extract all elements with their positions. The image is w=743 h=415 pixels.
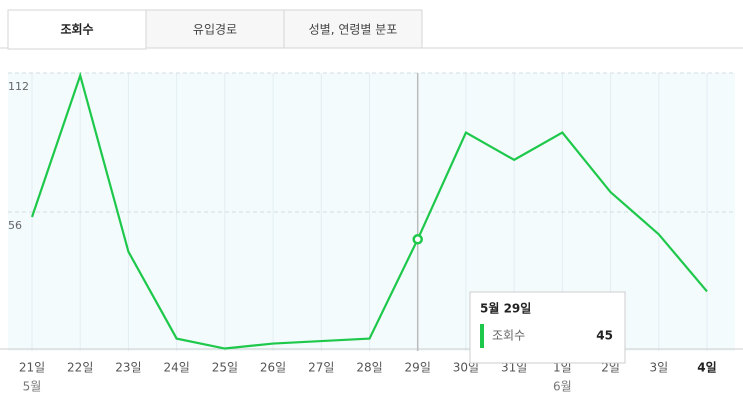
x-tick-label: 1일 xyxy=(553,361,572,375)
x-tick-label: 2일 xyxy=(601,361,620,375)
month-label: 5월 xyxy=(23,380,42,394)
tab[interactable] xyxy=(145,9,285,49)
tab[interactable] xyxy=(283,9,423,49)
x-tick-label: 23일 xyxy=(115,361,141,375)
x-tick-label: 26일 xyxy=(260,361,286,375)
tab-label[interactable]: 성별, 연령별 분포 xyxy=(309,23,398,37)
tab-label[interactable]: 유입경로 xyxy=(193,23,237,37)
month-label: 6월 xyxy=(553,380,572,394)
tooltip-swatch xyxy=(480,324,484,348)
x-tick-label: 4일 xyxy=(697,361,716,375)
x-tick-label: 21일 xyxy=(19,361,45,375)
tooltip-series: 조회수 xyxy=(492,329,525,343)
x-tick-label: 27일 xyxy=(308,361,334,375)
tab[interactable] xyxy=(7,9,147,50)
x-tick-label: 30일 xyxy=(453,361,479,375)
tooltip-value: 45 xyxy=(596,329,613,343)
y-tick-label: 56 xyxy=(8,219,22,232)
x-tick-label: 3일 xyxy=(649,361,668,375)
x-tick-label: 31일 xyxy=(501,361,527,375)
y-tick-label: 112 xyxy=(8,80,29,93)
x-tick-label: 22일 xyxy=(67,361,93,375)
tab-label[interactable]: 조회수 xyxy=(60,22,93,37)
tooltip xyxy=(469,291,626,364)
tooltip-title: 5월 29일 xyxy=(480,301,531,316)
line-series xyxy=(30,71,708,350)
x-tick-label: 29일 xyxy=(405,361,431,375)
x-tick-label: 28일 xyxy=(356,361,382,375)
x-tick-label: 24일 xyxy=(163,361,189,375)
highlight-point xyxy=(412,234,423,245)
x-tick-label: 25일 xyxy=(212,361,238,375)
